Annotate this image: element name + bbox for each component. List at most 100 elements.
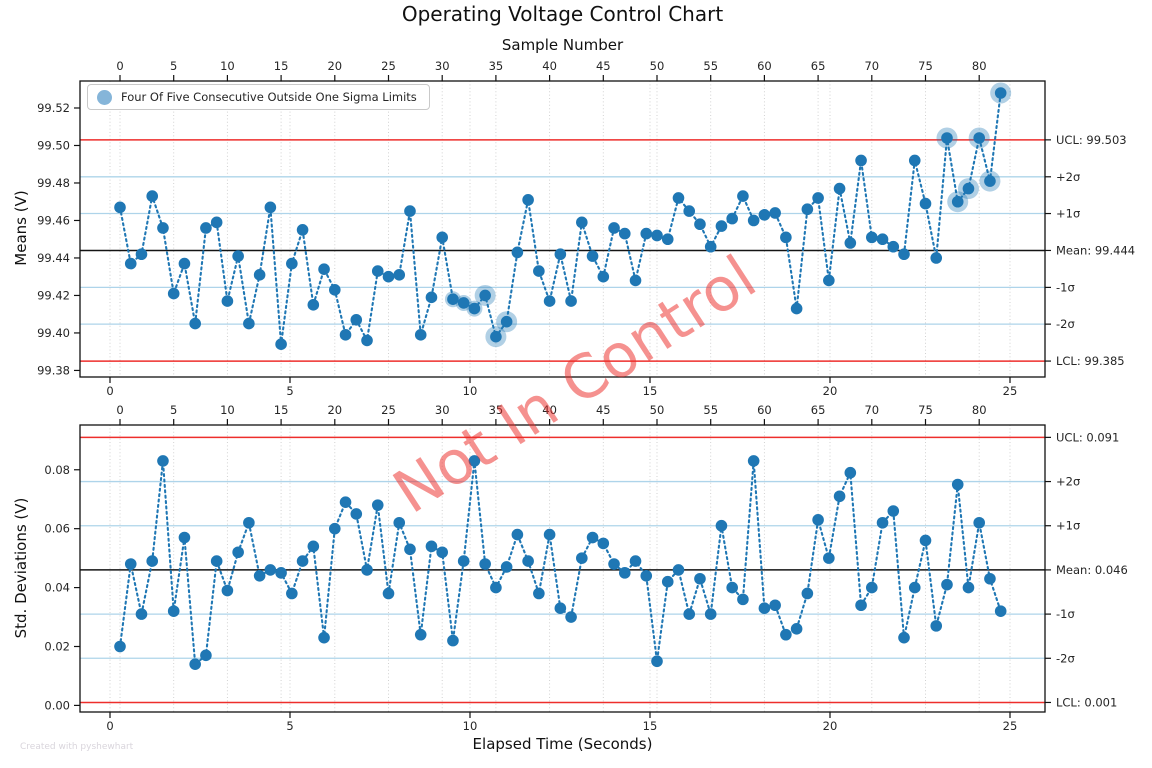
time-tick-label: 15 xyxy=(643,719,658,733)
data-point xyxy=(522,555,534,567)
data-point xyxy=(618,227,631,240)
sample-tick-label: 75 xyxy=(918,59,933,73)
data-point xyxy=(790,302,803,315)
time-tick-label: 5 xyxy=(286,384,293,398)
data-point xyxy=(769,599,781,612)
data-point xyxy=(479,558,491,570)
time-tick-label: 5 xyxy=(286,719,293,733)
sample-tick-label: 15 xyxy=(274,59,289,73)
data-point xyxy=(382,587,395,600)
data-point xyxy=(382,270,395,283)
data-point xyxy=(114,640,126,653)
data-point xyxy=(576,552,588,564)
sample-tick-label: 70 xyxy=(864,59,879,73)
control-label: UCL: 0.091 xyxy=(1056,430,1119,444)
time-tick-label: 25 xyxy=(1003,384,1018,398)
data-point xyxy=(232,546,244,559)
data-point xyxy=(135,248,148,261)
sample-tick-label: 20 xyxy=(327,403,342,417)
sample-tick-label: 40 xyxy=(542,403,557,417)
means-axis-label: Means (V) xyxy=(12,190,30,266)
sigma-label: -1σ xyxy=(1056,607,1075,621)
data-point xyxy=(286,587,298,600)
data-point xyxy=(994,605,1007,617)
sample-tick-label: 30 xyxy=(435,59,450,73)
sample-tick-label: 15 xyxy=(274,403,289,417)
data-point xyxy=(715,519,728,532)
data-point xyxy=(243,516,255,529)
data-point xyxy=(726,212,738,225)
y-tick-label: 99.40 xyxy=(37,326,70,340)
data-point xyxy=(908,581,921,594)
data-point xyxy=(178,257,191,270)
data-point xyxy=(157,455,169,467)
data-point xyxy=(737,190,749,202)
page-title: Operating Voltage Control Chart xyxy=(401,2,724,26)
y-tick-label: 0.08 xyxy=(44,463,70,477)
data-point xyxy=(243,317,255,330)
data-point xyxy=(500,315,513,328)
sample-tick-label: 45 xyxy=(596,403,611,417)
data-point xyxy=(640,570,653,582)
data-point xyxy=(264,201,277,214)
data-point xyxy=(425,291,438,304)
data-point xyxy=(941,578,953,591)
data-point xyxy=(769,207,781,219)
legend-label: Four Of Five Consecutive Outside One Sig… xyxy=(121,90,417,104)
sample-number-axis-label: Sample Number xyxy=(501,36,624,54)
data-point xyxy=(683,205,696,217)
y-tick-label: 99.50 xyxy=(37,138,70,152)
sample-tick-label: 25 xyxy=(381,403,396,417)
std-deviations-series-line xyxy=(118,460,1002,667)
sample-tick-label: 10 xyxy=(220,403,235,417)
data-point xyxy=(404,543,416,556)
data-point xyxy=(618,567,631,579)
sample-tick-label: 55 xyxy=(703,403,718,417)
data-point xyxy=(898,631,910,644)
sample-tick-label: 0 xyxy=(116,59,123,73)
data-point xyxy=(371,265,384,277)
data-point xyxy=(189,317,201,330)
data-point xyxy=(135,608,148,620)
sample-tick-label: 45 xyxy=(596,59,611,73)
data-point xyxy=(790,623,803,635)
data-point xyxy=(210,216,223,229)
data-point xyxy=(866,231,878,244)
data-point xyxy=(447,634,459,647)
data-point xyxy=(124,257,137,270)
data-point xyxy=(339,496,352,508)
data-point xyxy=(640,227,653,240)
data-point xyxy=(350,314,363,326)
time-tick-label: 15 xyxy=(643,384,658,398)
data-point xyxy=(178,531,191,544)
plot-frame xyxy=(79,80,1046,378)
data-point xyxy=(511,528,524,541)
data-point xyxy=(361,334,373,347)
means-chart: UCL: 99.503 +2σ +1σ Mean: 99.444 -1σ -2σ LCL: … xyxy=(37,59,1135,398)
data-point xyxy=(479,289,491,302)
data-point xyxy=(919,534,932,547)
sample-tick-label: 5 xyxy=(170,59,177,73)
y-tick-label: 0.06 xyxy=(44,522,70,536)
data-point xyxy=(490,330,502,343)
data-point xyxy=(780,231,792,244)
data-point xyxy=(694,572,706,585)
std-deviations-chart: UCL: 0.091 +2σ +1σ Mean: 0.046 -1σ -2σ LCL: 0.… xyxy=(44,403,1127,733)
data-point xyxy=(522,194,534,206)
data-point xyxy=(661,233,674,246)
data-point xyxy=(436,546,449,559)
data-point xyxy=(189,658,201,670)
data-point xyxy=(436,231,449,244)
sigma-label: +2σ xyxy=(1056,170,1080,184)
time-tick-label: 20 xyxy=(823,384,838,398)
data-point xyxy=(296,224,309,236)
data-point xyxy=(908,154,921,167)
data-point xyxy=(447,293,459,306)
data-point xyxy=(876,233,889,246)
data-point xyxy=(565,611,577,623)
plot-frame xyxy=(79,424,1046,713)
sample-tick-label: 50 xyxy=(650,59,665,73)
data-point xyxy=(758,602,771,615)
data-point xyxy=(296,555,309,567)
